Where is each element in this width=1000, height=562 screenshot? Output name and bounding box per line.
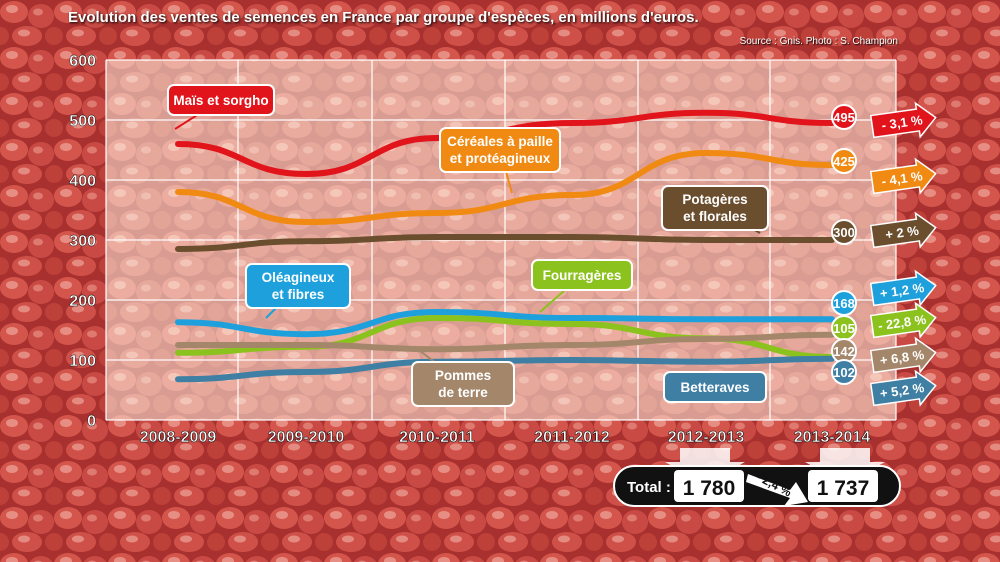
series-label: Fourragères [543, 268, 622, 283]
change-arrow [869, 369, 937, 407]
series-label: Céréales à paille [447, 134, 553, 149]
end-value-label: 300 [833, 225, 855, 240]
change-label: - 22,8 % [877, 312, 927, 334]
y-tick-label: 100 [69, 353, 96, 370]
end-value-label: 168 [833, 296, 855, 311]
end-value-circle [831, 104, 857, 130]
end-value-label: 102 [833, 365, 855, 380]
y-axis-ticks: 0 100 200 300 400 500 600 [69, 53, 96, 430]
series-label: et fibres [272, 287, 325, 302]
change-label: + 6,8 % [879, 347, 926, 368]
series-label-box [663, 371, 767, 403]
series-line [175, 331, 835, 353]
series-label: Potagères [682, 192, 747, 207]
change-label: - 4,1 % [881, 168, 924, 189]
series-line [175, 355, 835, 383]
change-label: + 2 % [884, 223, 920, 243]
x-tick-label: 2012-2013 [668, 429, 745, 446]
y-tick-label: 200 [69, 293, 96, 310]
series-line [175, 233, 835, 252]
series-lines [175, 109, 835, 383]
series-line [175, 309, 835, 338]
series-label: Pommes [435, 368, 491, 383]
end-value-circle [831, 219, 857, 245]
series-label: et florales [683, 209, 747, 224]
x-tick-label: 2009-2010 [268, 429, 345, 446]
x-tick-label: 2010-2011 [399, 429, 475, 446]
series-label-box [411, 361, 515, 407]
series-label: et protéagineux [450, 151, 551, 166]
series-label-box [439, 127, 561, 173]
total-bar: Total :1 780- 2,4 % 1 737 [613, 448, 901, 507]
chart-subtitle: Evolution des ventes de semences en Fran… [68, 9, 699, 26]
end-value-label: 425 [833, 154, 855, 169]
change-arrow [869, 269, 937, 307]
total-label: Total : [627, 479, 671, 496]
x-tick-label: 2008-2009 [140, 429, 217, 446]
change-arrow [869, 336, 937, 374]
series-label: Maïs et sorgho [173, 93, 268, 108]
source-credit: Source : Gnis. Photo : S. Champion [739, 36, 898, 47]
total-change-arrow [746, 474, 808, 506]
total-start-value: 1 780 [683, 477, 736, 500]
y-tick-label: 0 [87, 413, 96, 430]
x-tick-label: 2011-2012 [534, 429, 610, 446]
y-tick-label: 600 [69, 53, 96, 70]
end-value-label: 495 [833, 110, 855, 125]
x-tick-label: 2013-2014 [794, 429, 871, 446]
change-arrow [869, 101, 937, 139]
change-label: + 1,2 % [879, 280, 926, 301]
series-label-box [167, 84, 275, 116]
change-arrow [869, 211, 937, 249]
series-end-values: 495 - 3,1 % 425 - 4,1 % 300 + 2 % 168 + 1,2 % 10… [831, 101, 937, 407]
end-value-label: 105 [833, 321, 855, 336]
total-start-box [674, 470, 744, 502]
series-line [175, 150, 835, 225]
y-tick-label: 400 [69, 173, 96, 190]
series-label: Betteraves [680, 380, 749, 395]
y-tick-label: 500 [69, 113, 96, 130]
series-label: de terre [438, 385, 488, 400]
change-label: + 5,2 % [879, 380, 926, 401]
end-value-circle [831, 359, 857, 385]
total-end-value: 1 737 [817, 477, 870, 500]
series-label-box [531, 259, 633, 291]
change-arrow [869, 301, 937, 339]
change-label: - 3,1 % [881, 112, 924, 133]
x-axis-ticks: 2008-2009 2009-2010 2010-2011 2011-2012 2012… [139, 429, 871, 447]
series-label: Oléagineux [262, 270, 335, 285]
end-value-circle [831, 148, 857, 174]
series-labels: Maïs et sorgho Céréales à paille et protéa… [167, 84, 769, 407]
series-label-box [661, 185, 769, 231]
end-value-label: 142 [833, 344, 855, 359]
y-tick-label: 300 [69, 233, 96, 250]
series-label-box [245, 263, 351, 309]
change-arrow [869, 157, 937, 195]
total-end-box [808, 470, 878, 502]
